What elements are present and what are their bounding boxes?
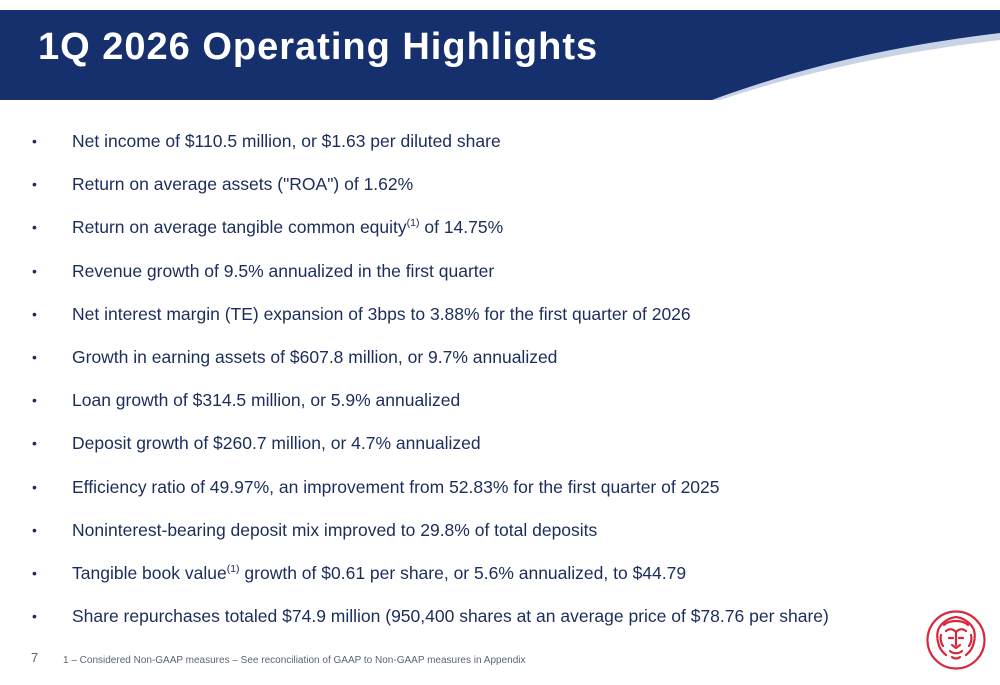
list-item: • Tangible book value(1) growth of $0.61…	[0, 552, 1000, 595]
bullet-text-start: Tangible book value	[72, 562, 227, 583]
bullet-text-end: of 14.75%	[419, 217, 504, 238]
list-item: • Revenue growth of 9.5% annualized in t…	[0, 250, 1000, 293]
bullet-text: Net interest margin (TE) expansion of 3b…	[72, 303, 691, 324]
bullet-text: Return on average tangible common equity…	[72, 206, 503, 249]
list-item: • Return on average tangible common equi…	[0, 206, 1000, 249]
bullet-icon: •	[32, 348, 37, 365]
bullet-icon: •	[32, 564, 37, 581]
bullet-text: Net income of $110.5 million, or $1.63 p…	[72, 131, 501, 151]
title-banner: 1Q 2026 Operating Highlights	[0, 0, 1000, 110]
bullet-text-start: Return on average tangible common equity	[72, 217, 407, 238]
list-item: • Growth in earning assets of $607.8 mil…	[0, 336, 1000, 379]
bullet-text-end: growth of $0.61 per share, or 5.6% annua…	[239, 562, 687, 583]
footnote-marker: (1)	[406, 217, 420, 230]
bullet-icon: •	[32, 392, 37, 409]
bullet-text: Share repurchases totaled $74.9 million …	[72, 606, 829, 627]
bullet-text: Return on average assets ("ROA") of 1.62…	[72, 174, 414, 195]
bullet-icon: •	[32, 176, 37, 193]
bullet-icon: •	[32, 219, 37, 236]
bullet-icon: •	[32, 133, 37, 149]
bullet-text: Deposit growth of $260.7 million, or 4.7…	[72, 433, 481, 454]
list-item: • Deposit growth of $260.7 million, or 4…	[0, 422, 1000, 465]
bullet-text: Noninterest-bearing deposit mix improved…	[72, 519, 598, 540]
bullet-text: Tangible book value(1) growth of $0.61 p…	[72, 552, 686, 595]
bullet-icon: •	[32, 262, 37, 279]
banner-background	[0, 10, 1000, 100]
list-item: • Share repurchases totaled $74.9 millio…	[0, 595, 1000, 638]
list-item: • Return on average assets ("ROA") of 1.…	[0, 163, 1000, 206]
bullet-icon: •	[32, 435, 37, 452]
bullet-text: Revenue growth of 9.5% annualized in the…	[72, 260, 495, 281]
bullet-icon: •	[32, 305, 37, 322]
bullet-text: Efficiency ratio of 49.97%, an improveme…	[72, 476, 720, 497]
highlights-list: • Net income of $110.5 million, or $1.63…	[0, 120, 1000, 638]
bullet-icon: •	[32, 608, 37, 625]
page-number: 7	[31, 650, 39, 665]
bullet-text: Growth in earning assets of $607.8 milli…	[72, 346, 558, 367]
footnote: 1 – Considered Non-GAAP measures – See r…	[63, 655, 526, 666]
footnote-marker: (1)	[226, 562, 240, 575]
list-item: • Loan growth of $314.5 million, or 5.9%…	[0, 379, 1000, 422]
list-item: • Noninterest-bearing deposit mix improv…	[0, 509, 1000, 552]
bullet-text: Loan growth of $314.5 million, or 5.9% a…	[72, 390, 461, 411]
lion-head-logo-icon	[924, 608, 988, 672]
list-item: • Efficiency ratio of 49.97%, an improve…	[0, 466, 1000, 509]
bullet-icon: •	[32, 478, 37, 495]
bullet-icon: •	[32, 521, 37, 538]
list-item: • Net income of $110.5 million, or $1.63…	[0, 120, 1000, 163]
list-item: • Net interest margin (TE) expansion of …	[0, 293, 1000, 336]
slide-title: 1Q 2026 Operating Highlights	[38, 26, 599, 68]
